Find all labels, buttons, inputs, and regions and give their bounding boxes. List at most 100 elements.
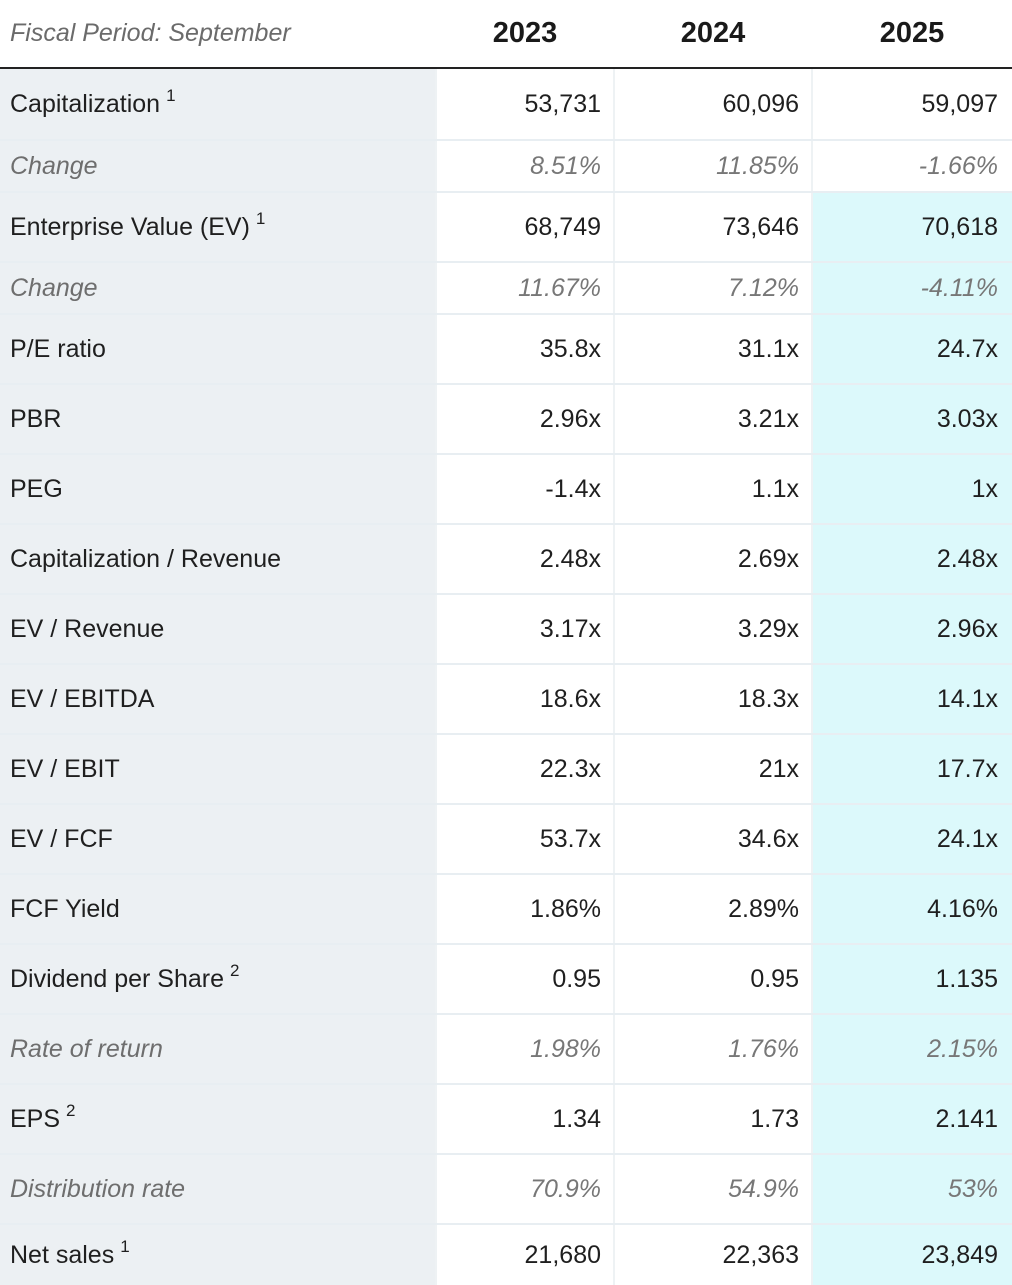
row-label: FCF Yield [0, 874, 436, 945]
cell-2023: 68,749 [435, 192, 614, 263]
row-rate-of-return: Rate of return 1.98% 1.76% 2.15% [0, 1014, 1012, 1085]
cell-2023: 3.17x [435, 594, 614, 665]
row-ev-ebit: EV / EBIT 22.3x 21x 17.7x [0, 734, 1012, 805]
cell-2024: 21x [613, 734, 812, 805]
row-dividend-per-share: Dividend per Share 2 0.95 0.95 1.135 [0, 944, 1012, 1015]
year-header-2024: 2024 [614, 0, 812, 69]
row-label: P/E ratio [0, 314, 436, 385]
cell-2025: 24.7x [811, 314, 1012, 385]
cell-2024: 0.95 [613, 944, 812, 1015]
cell-2023: 22.3x [435, 734, 614, 805]
row-enterprise-value: Enterprise Value (EV) 1 68,749 73,646 70,… [0, 192, 1012, 263]
row-capitalization: Capitalization 1 53,731 60,096 59,097 [0, 68, 1012, 141]
cell-2025: 1x [811, 454, 1012, 525]
row-label: Dividend per Share 2 [0, 944, 436, 1015]
cell-2025: 2.48x [811, 524, 1012, 595]
cell-2024: 7.12% [613, 262, 812, 315]
footnote-marker: 2 [230, 960, 240, 980]
row-label: Rate of return [0, 1014, 436, 1085]
year-header-2023: 2023 [436, 0, 614, 69]
row-ev-ebitda: EV / EBITDA 18.6x 18.3x 14.1x [0, 664, 1012, 735]
cell-2024: 2.69x [613, 524, 812, 595]
cell-2023: 11.67% [435, 262, 614, 315]
row-distribution-rate: Distribution rate 70.9% 54.9% 53% [0, 1154, 1012, 1225]
row-label-text: Net sales [10, 1240, 115, 1269]
cell-2024: 3.29x [613, 594, 812, 665]
cell-2023: 1.86% [435, 874, 614, 945]
row-label: Capitalization 1 [0, 68, 436, 141]
cell-2023: 2.96x [435, 384, 614, 455]
cell-2023: 18.6x [435, 664, 614, 735]
row-fcf-yield: FCF Yield 1.86% 2.89% 4.16% [0, 874, 1012, 945]
cell-2025: 14.1x [811, 664, 1012, 735]
row-eps: EPS 2 1.34 1.73 2.141 [0, 1084, 1012, 1155]
row-label-text: Capitalization [10, 89, 161, 118]
cell-2023: 70.9% [435, 1154, 614, 1225]
row-pe-ratio: P/E ratio 35.8x 31.1x 24.7x [0, 314, 1012, 385]
cell-2025: 53% [811, 1154, 1012, 1225]
cell-2024: 18.3x [613, 664, 812, 735]
row-ev-fcf: EV / FCF 53.7x 34.6x 24.1x [0, 804, 1012, 875]
cell-2023: 1.98% [435, 1014, 614, 1085]
row-ev-change: Change 11.67% 7.12% -4.11% [0, 262, 1012, 315]
cell-2023: 8.51% [435, 140, 614, 193]
row-label: EV / FCF [0, 804, 436, 875]
cell-2024: 60,096 [613, 68, 812, 141]
footnote-marker: 1 [166, 85, 176, 105]
cell-2023: 35.8x [435, 314, 614, 385]
cell-2024: 1.73 [613, 1084, 812, 1155]
footnote-marker: 1 [120, 1236, 130, 1256]
cell-2025: 1.135 [811, 944, 1012, 1015]
row-ev-revenue: EV / Revenue 3.17x 3.29x 2.96x [0, 594, 1012, 665]
cell-2023: 21,680 [435, 1224, 614, 1285]
row-capitalization-change: Change 8.51% 11.85% -1.66% [0, 140, 1012, 193]
cell-2023: 1.34 [435, 1084, 614, 1155]
cell-2025: 59,097 [811, 68, 1012, 141]
cell-2024: 31.1x [613, 314, 812, 385]
cell-2023: 0.95 [435, 944, 614, 1015]
row-label: Change [0, 140, 436, 193]
row-label: EV / EBIT [0, 734, 436, 805]
row-peg: PEG -1.4x 1.1x 1x [0, 454, 1012, 525]
row-label: Capitalization / Revenue [0, 524, 436, 595]
cell-2025: 17.7x [811, 734, 1012, 805]
row-label: Enterprise Value (EV) 1 [0, 192, 436, 263]
cell-2025: -1.66% [811, 140, 1012, 193]
row-label-text: EPS [10, 1104, 61, 1133]
row-net-sales: Net sales 1 21,680 22,363 23,849 [0, 1224, 1012, 1285]
cell-2025: 4.16% [811, 874, 1012, 945]
cell-2024: 54.9% [613, 1154, 812, 1225]
cell-2023: 2.48x [435, 524, 614, 595]
row-label: Net sales 1 [0, 1224, 436, 1285]
cell-2024: 3.21x [613, 384, 812, 455]
cell-2025: 2.15% [811, 1014, 1012, 1085]
cell-2023: 53,731 [435, 68, 614, 141]
cell-2024: 22,363 [613, 1224, 812, 1285]
row-label: PBR [0, 384, 436, 455]
cell-2024: 34.6x [613, 804, 812, 875]
cell-2024: 73,646 [613, 192, 812, 263]
cell-2025: 70,618 [811, 192, 1012, 263]
cell-2024: 1.76% [613, 1014, 812, 1085]
cell-2024: 11.85% [613, 140, 812, 193]
footnote-marker: 2 [66, 1100, 76, 1120]
header-row: Fiscal Period: September 2023 2024 2025 [0, 0, 1012, 69]
row-label: Distribution rate [0, 1154, 436, 1225]
footnote-marker: 1 [255, 208, 266, 228]
cell-2025: 23,849 [811, 1224, 1012, 1285]
cell-2025: 2.141 [811, 1084, 1012, 1155]
year-header-2025: 2025 [812, 0, 1012, 69]
row-label: Change [0, 262, 436, 315]
row-label-text: Dividend per Share [10, 964, 225, 993]
row-label: EPS 2 [0, 1084, 436, 1155]
row-capitalization-revenue: Capitalization / Revenue 2.48x 2.69x 2.4… [0, 524, 1012, 595]
row-label: EV / Revenue [0, 594, 436, 665]
cell-2024: 1.1x [613, 454, 812, 525]
cell-2023: -1.4x [435, 454, 614, 525]
cell-2025: 3.03x [811, 384, 1012, 455]
row-label: EV / EBITDA [0, 664, 436, 735]
fiscal-period-label: Fiscal Period: September [0, 0, 436, 69]
cell-2025: -4.11% [811, 262, 1012, 315]
row-label: PEG [0, 454, 436, 525]
